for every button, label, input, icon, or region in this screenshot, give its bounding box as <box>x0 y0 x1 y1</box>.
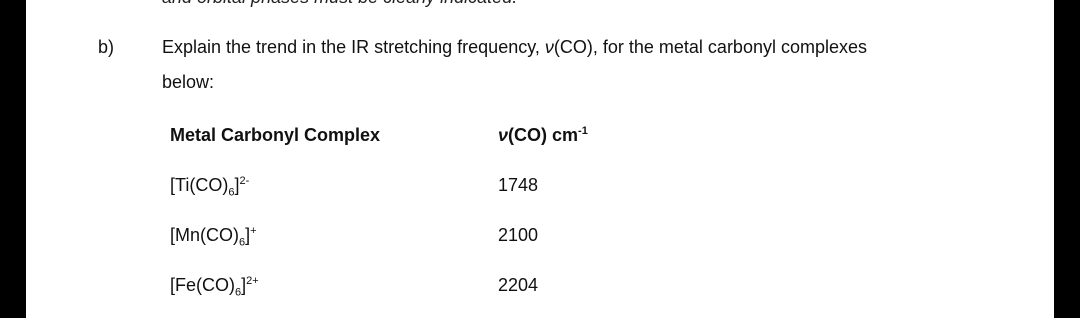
cut-off-text: and orbital phases must be clearly indic… <box>162 0 517 8</box>
question-line: Explain the trend in the IR stretching f… <box>162 36 867 58</box>
column-header: ν(CO) cm-1 <box>498 124 588 146</box>
question-text: Explain the trend in the IR stretching f… <box>162 37 545 57</box>
formula-charge: 2- <box>239 175 250 187</box>
question-text-end: (CO), for the metal carbonyl complexes <box>553 37 868 57</box>
formula-open: [Fe(CO) <box>170 275 235 295</box>
formula-close: ] <box>234 175 240 195</box>
formula-close: ] <box>241 275 247 295</box>
formula-charge: + <box>250 225 257 237</box>
formula-open: [Mn(CO) <box>170 225 239 245</box>
formula-sub: 6 <box>239 236 246 249</box>
formula-sub: 6 <box>235 286 242 299</box>
nu-symbol: ν <box>498 125 509 145</box>
complex-cell: [Ti(CO)6]2- <box>170 174 250 199</box>
complex-cell: [Fe(CO)6]2+ <box>170 274 259 299</box>
column-header: Metal Carbonyl Complex <box>170 125 381 145</box>
frequency-cell: 1748 <box>498 175 539 195</box>
frequency-cell: 2100 <box>498 225 539 245</box>
question-line-2: below: <box>162 72 215 92</box>
header-text: (CO) cm <box>508 125 579 145</box>
nu-symbol: ν <box>544 37 554 57</box>
formula-open: [Ti(CO) <box>170 175 229 195</box>
formula-close: ] <box>245 225 251 245</box>
formula-charge: 2+ <box>246 275 259 287</box>
document-page: and orbital phases must be clearly indic… <box>26 0 1054 318</box>
formula-sub: 6 <box>228 186 235 199</box>
frequency-cell: 2204 <box>498 275 539 295</box>
header-sup: -1 <box>578 125 588 137</box>
question-label: b) <box>98 37 115 57</box>
complex-cell: [Mn(CO)6]+ <box>170 224 257 249</box>
